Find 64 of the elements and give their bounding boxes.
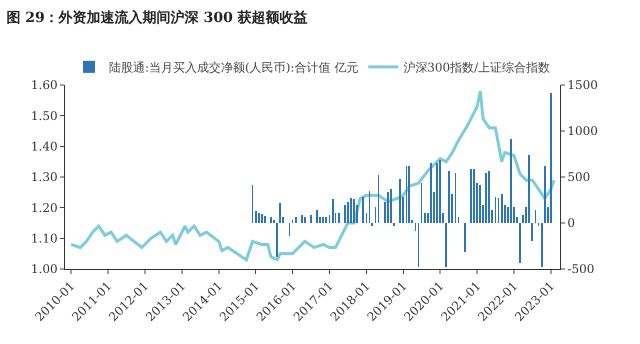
bar bbox=[531, 223, 533, 241]
bar bbox=[362, 197, 364, 223]
bar bbox=[270, 217, 272, 223]
y2-tick-label: 0 bbox=[567, 216, 576, 230]
bar bbox=[371, 223, 373, 226]
bar bbox=[436, 163, 438, 223]
bar bbox=[519, 223, 521, 263]
y2-tick-label: 1000 bbox=[567, 124, 598, 138]
bar bbox=[439, 160, 441, 223]
bar bbox=[273, 220, 275, 223]
bar bbox=[430, 163, 432, 223]
bar bbox=[528, 155, 530, 223]
bar bbox=[473, 169, 475, 223]
y-tick-label: 1.10 bbox=[30, 232, 58, 246]
bar bbox=[408, 166, 410, 223]
y-tick-label: 1.50 bbox=[30, 108, 58, 123]
bar bbox=[258, 213, 260, 223]
bar bbox=[488, 171, 490, 223]
y-tick-label: 1.00 bbox=[30, 262, 58, 276]
y2-tick-label: -500 bbox=[567, 262, 594, 276]
y2-tick-label: 1500 bbox=[567, 78, 598, 92]
bar bbox=[387, 192, 389, 223]
bar bbox=[316, 210, 318, 223]
bar bbox=[510, 139, 512, 223]
bar bbox=[350, 198, 352, 223]
bar bbox=[325, 217, 327, 223]
bar bbox=[399, 179, 401, 223]
bar bbox=[295, 217, 297, 223]
bar bbox=[393, 223, 395, 226]
bar bbox=[479, 185, 481, 223]
bar bbox=[322, 217, 324, 223]
y-tick-label: 1.20 bbox=[30, 200, 58, 215]
bar bbox=[448, 171, 450, 223]
bar bbox=[310, 215, 312, 223]
y-tick-label: 1.40 bbox=[30, 140, 58, 154]
bar bbox=[485, 173, 487, 223]
bar bbox=[424, 213, 426, 223]
bar bbox=[541, 223, 543, 267]
legend-label: 陆股通:当月买入成交净额(人民币):合计值 亿元 bbox=[109, 60, 358, 74]
bar bbox=[501, 194, 503, 223]
bar bbox=[332, 199, 334, 223]
bar bbox=[264, 216, 266, 223]
y-tick-label: 1.30 bbox=[30, 170, 58, 184]
bar bbox=[301, 215, 303, 223]
bar bbox=[279, 203, 281, 223]
bar bbox=[261, 214, 263, 223]
bar bbox=[464, 223, 466, 252]
line-series bbox=[70, 90, 556, 262]
y2-tick-label: 500 bbox=[567, 170, 590, 184]
bar bbox=[338, 213, 340, 223]
y-tick-label: 1.60 bbox=[30, 78, 58, 92]
bar bbox=[347, 202, 349, 223]
chart-title: 图 29：外资加速流入期间沪深 300 获超额收益 bbox=[6, 8, 308, 26]
bar bbox=[550, 93, 552, 223]
bar bbox=[390, 189, 392, 223]
legend-label: 沪深300指数/上证综合指数 bbox=[403, 60, 550, 74]
bar bbox=[544, 166, 546, 223]
bar bbox=[470, 169, 472, 223]
bar bbox=[255, 211, 257, 223]
bar bbox=[276, 223, 278, 257]
bar bbox=[304, 217, 306, 223]
bar bbox=[344, 205, 346, 223]
bar bbox=[353, 199, 355, 223]
bar bbox=[445, 223, 447, 267]
